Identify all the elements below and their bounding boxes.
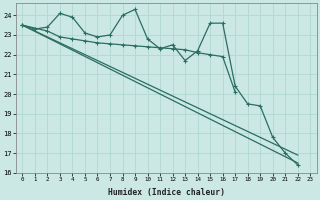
X-axis label: Humidex (Indice chaleur): Humidex (Indice chaleur) <box>108 188 225 197</box>
